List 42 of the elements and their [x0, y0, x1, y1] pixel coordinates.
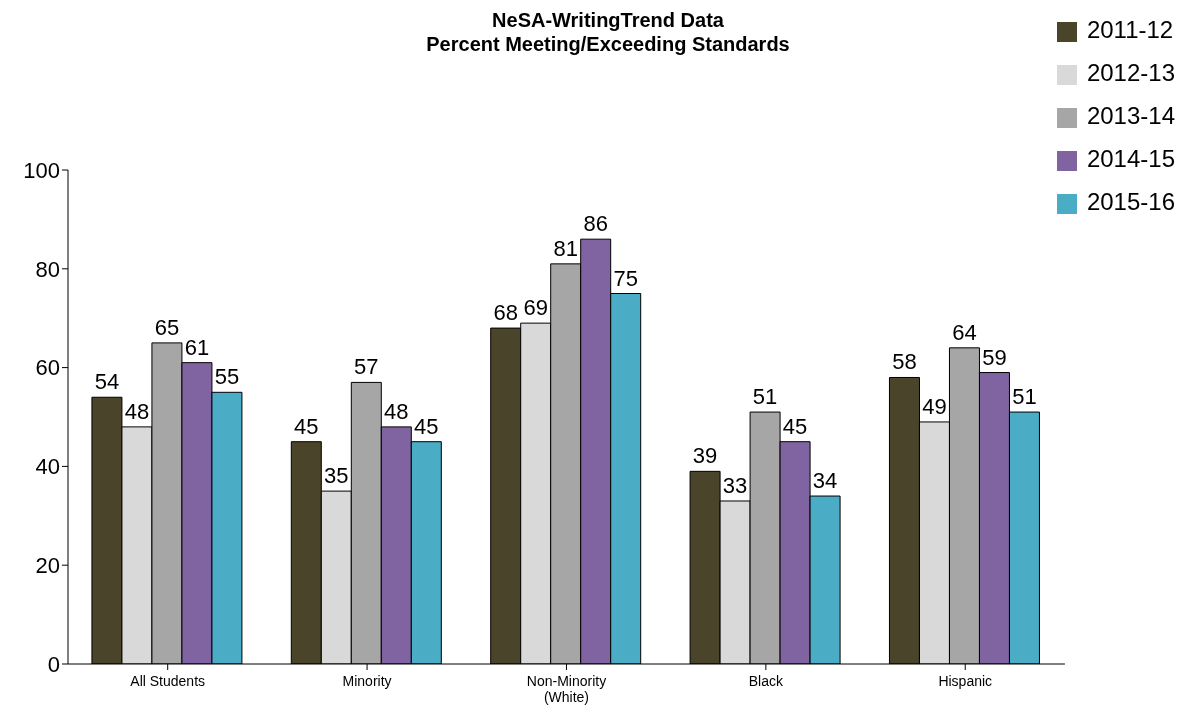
data-label: 54 — [94, 369, 120, 395]
y-tick-label: 100 — [23, 157, 60, 183]
data-label: 45 — [294, 413, 319, 439]
data-label: 64 — [952, 319, 977, 345]
data-label: 59 — [982, 344, 1007, 370]
data-label: 48 — [124, 398, 150, 424]
y-tick-label: 20 — [35, 553, 60, 579]
data-label: 34 — [812, 468, 838, 494]
data-label: 51 — [1012, 384, 1037, 410]
data-label: 81 — [553, 235, 578, 261]
x-tick-label: Non-Minority (White) — [526, 673, 607, 705]
data-label: 69 — [523, 295, 548, 321]
x-tick-label: Black — [748, 673, 784, 689]
data-label: 39 — [692, 443, 718, 469]
y-tick-label: 60 — [35, 355, 60, 381]
legend-label: 2014-15 — [1086, 145, 1175, 172]
data-label: 45 — [414, 413, 439, 439]
data-label: 75 — [613, 265, 638, 291]
legend-label: 2011-12 — [1086, 16, 1174, 43]
x-tick-label: Minority — [342, 673, 392, 689]
legend-label: 2012-13 — [1086, 59, 1175, 86]
x-tick-label: All Students — [130, 673, 206, 689]
data-label: 61 — [184, 334, 210, 360]
legend-label: 2015-16 — [1086, 188, 1175, 215]
data-label: 58 — [892, 349, 917, 375]
data-label: 57 — [354, 354, 379, 380]
y-tick-label: 0 — [47, 651, 60, 677]
data-label: 86 — [583, 211, 608, 237]
chart-title: NeSA-WritingTrend Data Percent Meeting/Exceeding Standards — [425, 8, 791, 56]
legend-label: 2013-14 — [1086, 102, 1175, 129]
y-tick-label: 40 — [35, 454, 60, 480]
data-label: 49 — [922, 393, 947, 419]
data-label: 33 — [722, 472, 748, 498]
data-label: 51 — [752, 384, 778, 410]
data-label: 48 — [384, 398, 409, 424]
data-label: 35 — [324, 463, 349, 489]
data-label: 68 — [493, 300, 518, 326]
x-tick-label: Hispanic — [938, 673, 993, 689]
y-tick-label: 80 — [35, 256, 60, 282]
data-label: 45 — [782, 413, 808, 439]
data-label: 55 — [214, 364, 240, 390]
data-label: 65 — [154, 314, 180, 340]
